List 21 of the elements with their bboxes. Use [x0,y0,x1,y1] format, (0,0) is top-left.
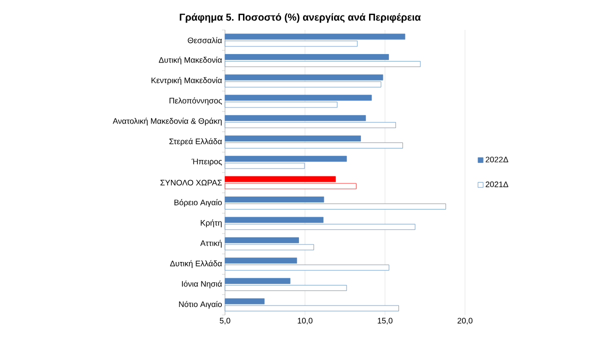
x-tick-label: 15,0 [378,318,392,324]
y-tick-label: Στερεά Ελλάδα [169,138,222,146]
chart-title: Γράφημα 5. Ποσοστό (%) ανεργίας ανά Περιφέρεια [180,13,421,23]
y-tick-label: Ήπειρος [192,158,222,166]
x-tick-label: 5,0 [220,318,230,324]
y-tick-label: Κεντρική Μακεδονία [152,77,222,85]
y-tick-label: Αττική [200,240,222,248]
y-tick-label: Ιόνια Νησιά [182,280,222,288]
y-tick-label: Ανατολική Μακεδονία & Θράκη [112,118,222,126]
y-tick-label: Θεσσαλία [188,37,222,44]
y-tick-label: Κρήτη [200,220,222,228]
y-tick-label: Δυτική Μακεδονία [158,56,222,64]
y-tick-label: Νότιο Αιγαίο [179,300,222,309]
legend-label: 2022Δ [486,156,508,162]
y-tick-label: Βόρειο Αιγαίο [174,199,222,207]
legend-label: 2021Δ [486,181,508,188]
y-tick-label: ΣΥΝΟΛΟ ΧΩΡΑΣ [160,180,222,186]
y-tick-label: Δυτική Ελλάδα [170,260,222,268]
x-tick-label: 20,0 [458,318,472,324]
x-tick-label: 10,0 [298,318,312,324]
y-tick-label: Πελοπόννησος [170,97,222,106]
